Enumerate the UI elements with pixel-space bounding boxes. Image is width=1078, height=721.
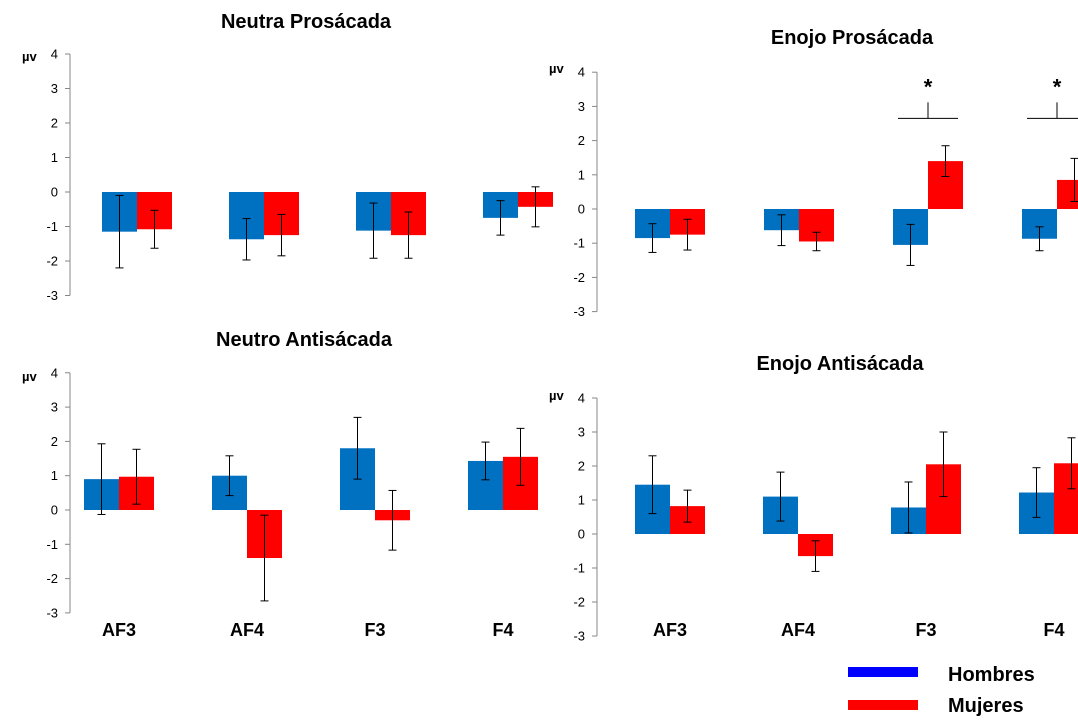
y-tick-label: 1 <box>578 167 585 182</box>
y-unit-label: µv <box>549 61 564 76</box>
y-tick-label: 1 <box>51 468 58 483</box>
y-tick-label: -1 <box>573 561 585 576</box>
y-tick-label: 0 <box>578 202 585 217</box>
y-tick-label: 4 <box>51 47 58 62</box>
y-tick-label: -3 <box>46 288 58 303</box>
panel-neutra-pros-cada: Neutra Prosácada µv -3 -2 -1 0 1 2 3 4 <box>22 11 553 303</box>
panel-title: Neutra Prosácada <box>221 11 392 33</box>
y-tick-label: -3 <box>573 304 585 319</box>
y-tick-label: -1 <box>46 219 58 234</box>
y-tick-label: 3 <box>578 425 585 440</box>
y-tick-label: -1 <box>573 236 585 251</box>
category-label-af3: AF3 <box>653 620 687 640</box>
y-tick-label: 3 <box>578 99 585 114</box>
category-label-f3: F3 <box>364 620 385 640</box>
y-unit-label: µv <box>22 49 37 64</box>
y-tick-label: 2 <box>578 133 585 148</box>
category-label-af3: AF3 <box>102 620 136 640</box>
significance-marker: * <box>1053 74 1062 99</box>
y-tick-label: 0 <box>51 185 58 200</box>
y-tick-label: -1 <box>46 537 58 552</box>
panel-title: Enojo Antisácada <box>756 353 924 375</box>
y-unit-label: µv <box>22 369 37 384</box>
panel-title: Neutro Antisácada <box>216 329 393 351</box>
significance-marker: * <box>924 74 933 99</box>
y-tick-label: -2 <box>573 595 585 610</box>
panel-title: Enojo Prosácada <box>771 27 934 49</box>
legend: Hombres Mujeres <box>848 664 1035 717</box>
category-label-f4: F4 <box>492 620 513 640</box>
y-tick-label: 3 <box>51 400 58 415</box>
y-tick-label: 4 <box>51 365 58 380</box>
y-tick-label: 4 <box>578 65 585 80</box>
legend-label-mujeres: Mujeres <box>948 695 1024 717</box>
bar-mujeres-f4 <box>1054 463 1078 534</box>
legend-label-hombres: Hombres <box>948 664 1035 686</box>
y-tick-label: -2 <box>573 270 585 285</box>
y-tick-label: -3 <box>573 629 585 644</box>
y-tick-label: 4 <box>578 391 585 406</box>
category-label-af4: AF4 <box>230 620 264 640</box>
y-tick-label: 1 <box>51 150 58 165</box>
y-tick-label: 0 <box>578 527 585 542</box>
panel-enojo-antis-cada: Enojo Antisácada µv -3 -2 -1 0 1 2 3 4 AF3 AF4 F3 F4 <box>549 353 1078 644</box>
y-tick-label: -2 <box>46 254 58 269</box>
category-label-f4: F4 <box>1043 620 1064 640</box>
y-unit-label: µv <box>549 388 564 403</box>
y-tick-label: 2 <box>578 459 585 474</box>
y-tick-label: 1 <box>578 493 585 508</box>
legend-swatch-mujeres <box>848 700 918 710</box>
y-tick-label: -2 <box>46 571 58 586</box>
panel-enojo-pros-cada: Enojo Prosácada µv -3 -2 -1 0 1 2 3 4 * * <box>549 27 1078 319</box>
y-tick-label: 2 <box>51 116 58 131</box>
y-tick-label: 3 <box>51 81 58 96</box>
legend-swatch-hombres <box>848 667 918 677</box>
category-label-af4: AF4 <box>781 620 815 640</box>
category-label-f3: F3 <box>915 620 936 640</box>
y-tick-label: 0 <box>51 503 58 518</box>
y-tick-label: 2 <box>51 434 58 449</box>
panel-neutro-antis-cada: Neutro Antisácada µv -3 -2 -1 0 1 2 3 4 AF3 AF4 F3 F4 <box>22 329 538 640</box>
y-tick-label: -3 <box>46 605 58 620</box>
